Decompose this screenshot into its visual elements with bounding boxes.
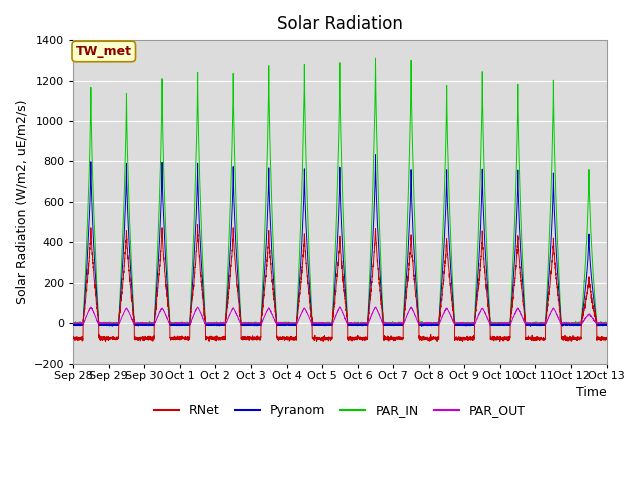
- X-axis label: Time: Time: [576, 386, 607, 399]
- Legend: RNet, Pyranom, PAR_IN, PAR_OUT: RNet, Pyranom, PAR_IN, PAR_OUT: [149, 399, 531, 422]
- Title: Solar Radiation: Solar Radiation: [277, 15, 403, 33]
- Text: TW_met: TW_met: [76, 45, 132, 58]
- Y-axis label: Solar Radiation (W/m2, uE/m2/s): Solar Radiation (W/m2, uE/m2/s): [15, 100, 28, 304]
